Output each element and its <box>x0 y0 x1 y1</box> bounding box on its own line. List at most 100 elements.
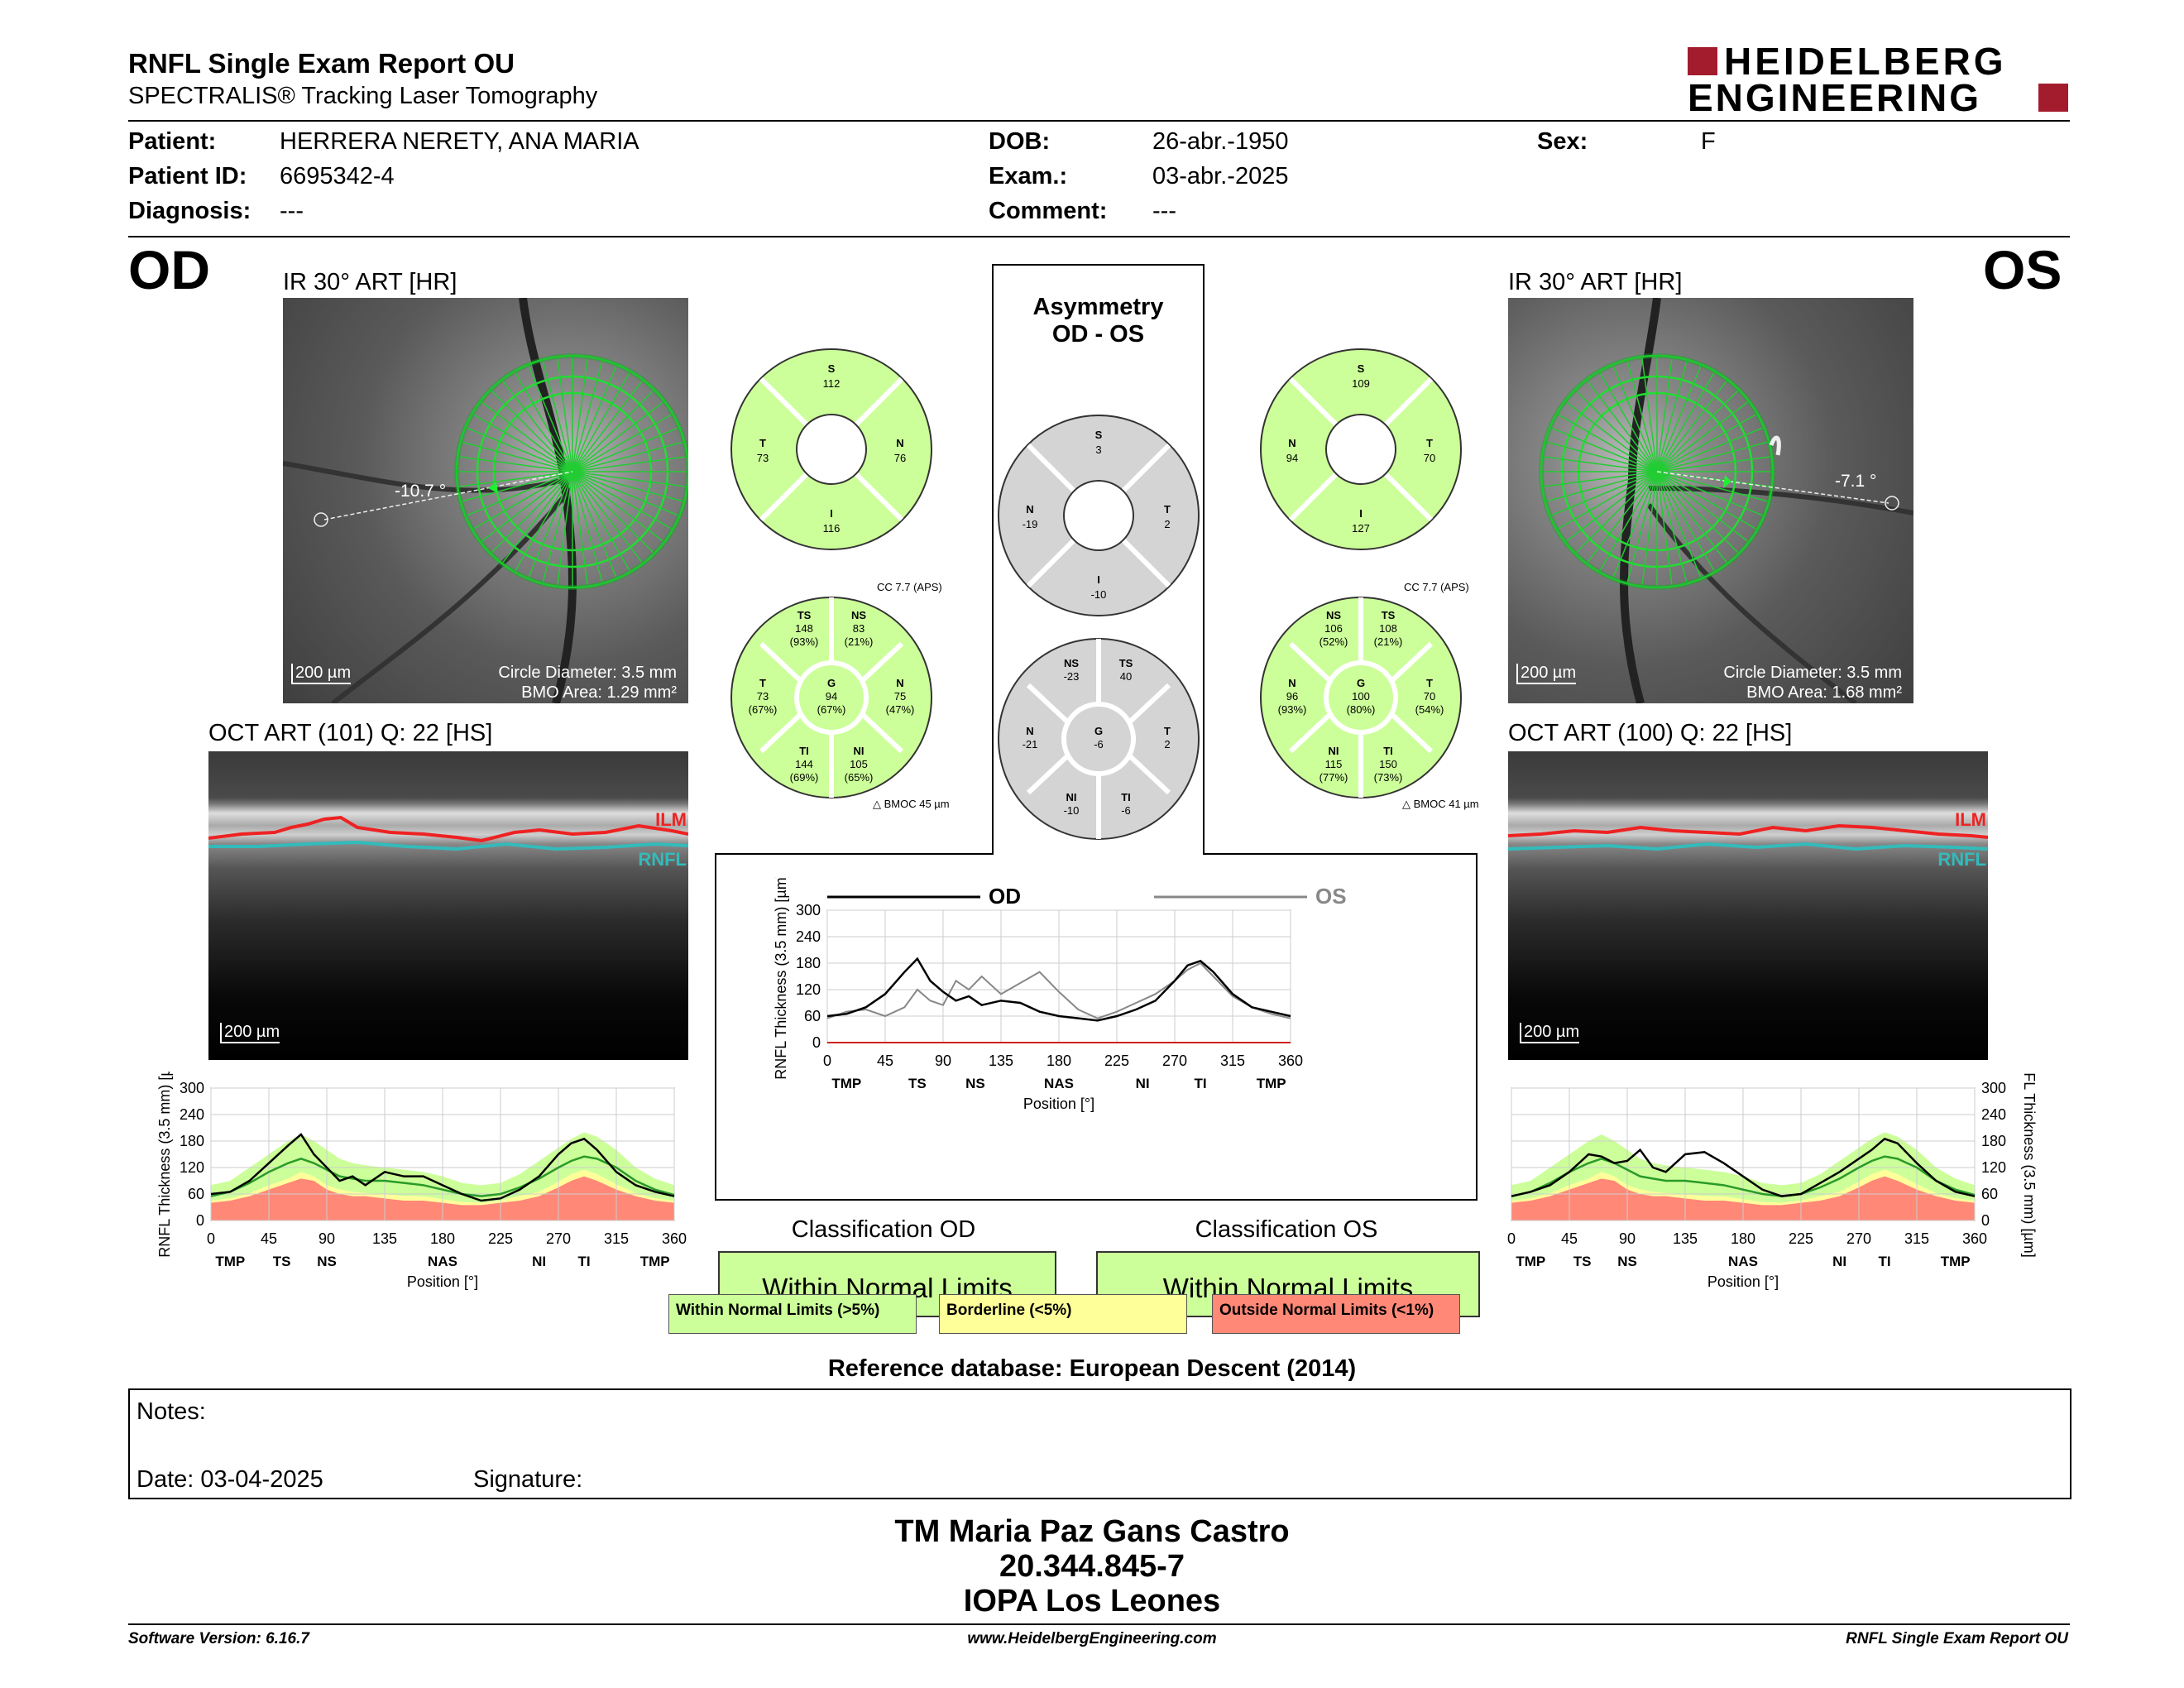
comment-value: --- <box>1152 198 1176 224</box>
os-oct-title: OCT ART (100) Q: 22 [HS] <box>1508 720 1793 746</box>
os-rnfl-label: RNFL <box>1937 849 1986 870</box>
os-angle: -7.1 ° <box>1835 472 1877 491</box>
os-quadrant-chart: S 109 N 94 T 70 I 127 <box>1260 348 1462 550</box>
software-version: Software Version: 6.16.7 <box>128 1630 309 1647</box>
exam-label: Exam.: <box>989 163 1068 189</box>
x-tick-label: 270 <box>1846 1230 1871 1247</box>
scan-spoke <box>1656 471 1765 517</box>
sector-label: TMP <box>1257 1076 1286 1091</box>
scan-spoke <box>472 413 573 472</box>
od-circle-diameter: Circle Diameter: 3.5 mm <box>498 664 677 682</box>
od-oct-image: ILM RNFL 200 µm <box>208 751 688 1060</box>
scan-spoke <box>1656 413 1758 472</box>
footer-name: TM Maria Paz Gans Castro <box>894 1514 1290 1549</box>
x-tick-label: 225 <box>1789 1230 1813 1247</box>
scan-spoke <box>460 471 573 502</box>
asym-sec-g-value: -6 <box>1094 738 1104 750</box>
asym-sec-g-label: G <box>1094 725 1103 737</box>
scan-spoke <box>472 471 573 530</box>
y-axis-label: RNFL Thickness (3.5 mm) [µm] <box>2021 1072 2038 1258</box>
x-tick-label: 360 <box>662 1230 687 1247</box>
os-sec-t-value: 70 <box>1424 690 1435 703</box>
od-sec-ti-pct: (69%) <box>790 771 819 784</box>
od-sec-ni-pct: (65%) <box>845 771 874 784</box>
os-quad-s-value: 109 <box>1352 377 1370 390</box>
scan-spoke <box>1564 471 1658 543</box>
od-eye-label: OD <box>128 239 210 300</box>
os-sec-ns-label: NS <box>1326 609 1341 621</box>
asym-quad-i-value: -10 <box>1091 588 1107 601</box>
od-thickness-chart: 0 60 120 180 240 300 0 45 90 135 180 225 270 315 360 TM… <box>156 1072 687 1290</box>
os-quad-i-value: 127 <box>1352 522 1370 535</box>
y-tick-label: 60 <box>1981 1186 1998 1202</box>
sector-label: NAS <box>428 1254 457 1269</box>
scan-spoke <box>572 471 589 587</box>
od-rnfl-label: RNFL <box>638 849 687 870</box>
os-oct-image: ILM RNFL 200 µm <box>1508 751 1988 1060</box>
y-tick-label: 300 <box>796 902 821 918</box>
scan-spoke <box>1640 357 1658 472</box>
asymmetry-panel-frame <box>715 264 1478 1201</box>
od-sec-ns-label: NS <box>851 609 866 621</box>
sector-label: NAS <box>1728 1254 1758 1269</box>
os-scale: 200 µm <box>1516 664 1577 684</box>
od-fundus-image: -10.7 ° 200 µm Circle Diameter: 3.5 mm B… <box>283 298 688 703</box>
od-quad-n-label: N <box>896 437 903 449</box>
y-tick-label: 240 <box>796 928 821 945</box>
od-sec-ni-label: NI <box>854 745 864 757</box>
scan-spoke <box>1656 426 1765 472</box>
od-ilm-label: ILM <box>655 809 687 830</box>
os-sec-t-label: T <box>1426 677 1433 689</box>
scan-spoke <box>1626 471 1658 584</box>
sector-label: NI <box>1832 1254 1846 1269</box>
scan-spoke <box>527 364 573 472</box>
scan-spoke <box>572 413 673 472</box>
classification-od-title: Classification OD <box>791 1216 976 1243</box>
y-tick-label: 60 <box>804 1008 821 1024</box>
os-thickness-chart: 0 60 120 180 240 300 0 45 90 135 180 225 270 315 360 TM… <box>1507 1072 2038 1290</box>
od-quad-i-value: 116 <box>823 522 841 535</box>
od-bmo-area: BMO Area: 1.29 mm² <box>521 683 677 702</box>
asym-sec-t-label: T <box>1164 725 1171 737</box>
od-sec-ts-pct: (93%) <box>790 635 819 648</box>
y-tick-label: 180 <box>180 1133 204 1149</box>
asym-quad-n-value: -19 <box>1023 518 1038 530</box>
od-quad-s-label: S <box>828 362 836 375</box>
os-quad-t-value: 70 <box>1424 452 1435 464</box>
scan-spoke <box>527 471 573 579</box>
y-axis-label: RNFL Thickness (3.5 mm) [µm] <box>156 1072 173 1258</box>
x-tick-label: 90 <box>935 1053 951 1069</box>
scan-spoke <box>490 389 573 472</box>
sector-label: TMP <box>831 1076 861 1091</box>
x-tick-label: 45 <box>877 1053 893 1069</box>
os-bmoc: △ BMOC 41 µm <box>1402 798 1479 810</box>
x-tick-label: 135 <box>989 1053 1013 1069</box>
od-sec-ti-label: TI <box>799 745 809 757</box>
asym-quad-s-value: 3 <box>1095 444 1101 456</box>
scan-spoke <box>1586 379 1658 472</box>
footer-id: 20.344.845-7 <box>999 1549 1185 1584</box>
sector-label: TI <box>1195 1076 1207 1091</box>
diagnosis-value: --- <box>280 198 304 224</box>
od-quad-i-label: I <box>830 507 833 520</box>
website-link[interactable]: www.HeidelbergEngineering.com <box>967 1630 1217 1647</box>
scan-spoke <box>1640 471 1658 587</box>
scan-spoke <box>572 359 603 472</box>
os-sec-n-pct: (93%) <box>1278 703 1307 716</box>
sector-label: NS <box>317 1254 337 1269</box>
y-tick-label: 0 <box>1981 1212 1990 1229</box>
od-legend-label: OD <box>989 884 1021 909</box>
od-sec-g-value: 94 <box>826 690 837 703</box>
x-tick-label: 270 <box>546 1230 571 1247</box>
scan-spoke <box>1656 471 1703 579</box>
os-quad-n-label: N <box>1288 437 1296 449</box>
scan-spoke <box>457 471 573 488</box>
scan-spoke <box>1656 471 1688 584</box>
asym-sec-n-value: -21 <box>1023 738 1038 750</box>
od-sec-n-pct: (47%) <box>886 703 915 716</box>
scan-spoke <box>1656 455 1772 472</box>
x-tick-label: 135 <box>372 1230 397 1247</box>
sector-label: TMP <box>1516 1254 1545 1269</box>
os-circle-diameter: Circle Diameter: 3.5 mm <box>1723 664 1902 682</box>
thickness-line <box>1511 1137 1976 1197</box>
